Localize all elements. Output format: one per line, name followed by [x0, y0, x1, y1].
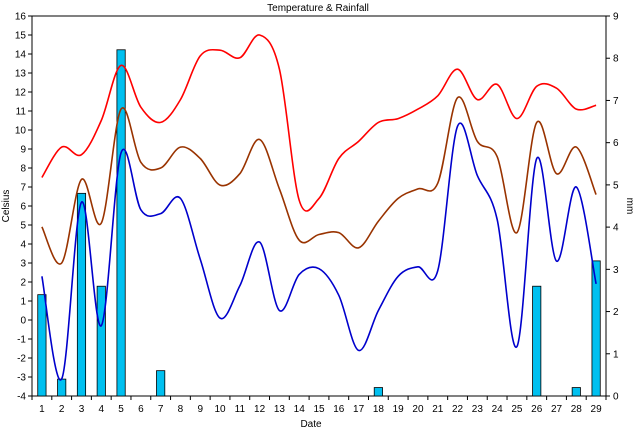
rainfall-bar [116, 49, 126, 397]
y-axis-label-right: mm [624, 198, 635, 215]
rainfall-bar [532, 285, 542, 397]
y-left-tick-label: 1 [20, 297, 26, 308]
mean-line [41, 96, 597, 265]
x-tick-label: 15 [313, 404, 325, 415]
y-left-tick-label: 5 [20, 221, 26, 232]
y-right-tick-label: 2 [613, 307, 619, 318]
maximum-line [41, 34, 597, 212]
x-tick-label: 17 [353, 404, 365, 415]
y-left-tick-label: 11 [16, 107, 27, 118]
rainfall-bar [37, 294, 47, 397]
x-tick-label: 27 [551, 404, 563, 415]
x-tick-label: 1 [39, 404, 45, 415]
y-right-tick-label: 4 [613, 223, 619, 234]
x-tick-label: 8 [178, 404, 184, 415]
y-left-tick-label: 0 [20, 316, 26, 327]
plot-area: -4-3-2-101234567891011121314151601234567… [15, 12, 619, 416]
rainfall-bar [57, 378, 67, 397]
y-left-tick-label: 10 [15, 126, 27, 137]
x-tick-label: 25 [511, 404, 523, 415]
x-tick-label: 24 [492, 404, 504, 415]
y-left-tick-label: -2 [17, 354, 26, 365]
x-tick-label: 12 [254, 404, 266, 415]
y-left-tick-label: 3 [20, 259, 26, 270]
x-tick-label: 29 [591, 404, 603, 415]
x-tick-label: 11 [235, 404, 246, 415]
y-left-tick-label: 8 [20, 164, 26, 175]
x-axis-label: Date [300, 419, 322, 430]
x-tick-label: 16 [333, 404, 345, 415]
x-tick-label: 5 [118, 404, 124, 415]
y-left-tick-label: 12 [15, 88, 27, 99]
x-tick-label: 21 [432, 404, 444, 415]
x-tick-label: 14 [294, 404, 306, 415]
y-axis-label-left: Celsius [1, 190, 12, 223]
rainfall-bar [571, 387, 581, 397]
y-left-tick-label: -4 [17, 392, 26, 403]
x-tick-label: 19 [393, 404, 405, 415]
rainfall-bar [76, 192, 87, 397]
y-right-tick-label: 3 [613, 265, 619, 276]
y-left-tick-label: -1 [17, 335, 26, 346]
y-left-tick-label: 15 [15, 31, 27, 42]
x-tick-label: 20 [412, 404, 424, 415]
rainfall-bar [591, 260, 601, 397]
chart-title: Temperature & Rainfall [267, 3, 369, 14]
rainfall-bar [373, 387, 383, 397]
rainfall-bar [156, 370, 166, 397]
y-right-tick-label: 0 [613, 392, 619, 403]
x-tick-label: 4 [98, 404, 104, 415]
x-tick-label: 18 [373, 404, 385, 415]
x-tick-label: 26 [531, 404, 543, 415]
x-tick-label: 3 [79, 404, 85, 415]
y-left-tick-label: 16 [15, 12, 27, 23]
x-tick-label: 22 [452, 404, 464, 415]
y-right-tick-label: 6 [613, 138, 619, 149]
x-tick-label: 6 [138, 404, 144, 415]
x-tick-label: 13 [274, 404, 286, 415]
y-right-tick-label: 5 [613, 180, 619, 191]
x-tick-label: 10 [214, 404, 226, 415]
x-tick-label: 9 [197, 404, 203, 415]
y-right-tick-label: 8 [613, 54, 619, 65]
y-left-tick-label: -3 [17, 373, 26, 384]
plot-frame [31, 15, 607, 397]
minimum-line [41, 122, 597, 381]
y-right-tick-label: 9 [613, 12, 619, 23]
x-tick-label: 23 [472, 404, 484, 415]
y-right-tick-label: 7 [613, 96, 619, 107]
rainfall-bar [96, 285, 106, 397]
y-left-tick-label: 14 [15, 50, 27, 61]
y-left-tick-label: 2 [20, 278, 26, 289]
y-left-tick-label: 9 [20, 145, 26, 156]
y-right-tick-label: 1 [613, 349, 619, 360]
x-tick-label: 28 [571, 404, 583, 415]
y-left-tick-label: 6 [20, 202, 26, 213]
y-left-tick-label: 4 [20, 240, 26, 251]
x-tick-label: 2 [59, 404, 65, 415]
x-tick-label: 7 [158, 404, 164, 415]
y-left-tick-label: 7 [20, 183, 26, 194]
y-left-tick-label: 13 [15, 69, 27, 80]
